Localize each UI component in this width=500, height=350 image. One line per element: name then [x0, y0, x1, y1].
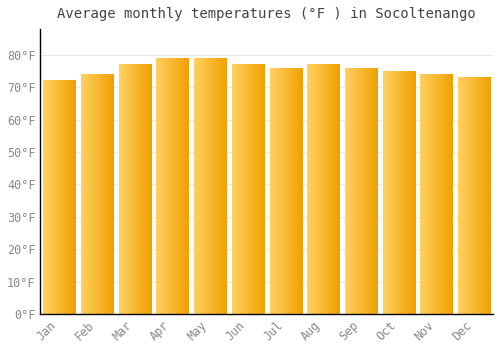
Title: Average monthly temperatures (°F ) in Socoltenango: Average monthly temperatures (°F ) in So… [58, 7, 476, 21]
